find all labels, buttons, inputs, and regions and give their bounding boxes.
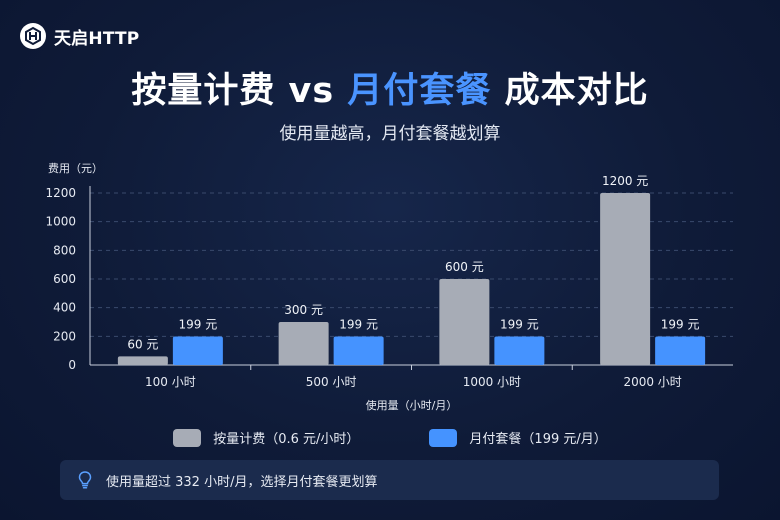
y-tick-label: 600	[53, 272, 76, 286]
y-tick-label: 1200	[45, 186, 76, 200]
y-tick-label: 800	[53, 243, 76, 257]
title-accent: 月付套餐	[347, 71, 492, 111]
chart-legend: 按量计费（0.6 元/小时） 月付套餐（199 元/月）	[0, 428, 780, 447]
y-axis-label: 费用（元）	[48, 162, 103, 175]
bar-pay-as-you-go	[600, 193, 651, 365]
bar-pay-as-you-go	[117, 356, 168, 365]
bar-monthly	[655, 336, 706, 365]
data-label: 300 元	[284, 303, 323, 317]
x-axis-label: 使用量（小时/月）	[366, 399, 458, 412]
lightbulb-icon	[76, 470, 94, 490]
tip-text: 使用量超过 332 小时/月，选择月付套餐更划算	[106, 474, 378, 490]
legend-swatch-monthly	[429, 428, 458, 447]
legend-item-pay-as-you-go: 按量计费（0.6 元/小时）	[173, 428, 359, 447]
page-title: 按量计费 vs 月付套餐 成本对比	[0, 62, 780, 113]
bar-pay-as-you-go	[439, 279, 490, 365]
data-label: 199 元	[661, 317, 700, 331]
brand-name: 天启HTTP	[54, 28, 140, 49]
y-tick-label: 1000	[45, 215, 76, 229]
legend-label-pay-as-you-go: 按量计费（0.6 元/小时）	[213, 432, 360, 447]
y-tick-label: 0	[68, 358, 76, 372]
data-label: 199 元	[179, 317, 218, 331]
legend-item-monthly: 月付套餐（199 元/月）	[429, 428, 607, 447]
tip-banner: 使用量超过 332 小时/月，选择月付套餐更划算	[60, 460, 719, 500]
hex-logo-icon	[20, 23, 46, 49]
data-label: 199 元	[339, 317, 378, 331]
y-tick-label: 200	[53, 329, 76, 343]
x-tick-label: 1000 小时	[463, 375, 521, 389]
title-part-1: 按量计费 vs	[131, 71, 348, 111]
data-label: 1200 元	[602, 174, 648, 188]
bar-monthly	[494, 336, 545, 365]
title-part-2: 成本对比	[491, 71, 649, 111]
brand-logo: 天启HTTP	[20, 22, 139, 50]
x-tick-label: 500 小时	[306, 375, 357, 389]
data-label: 60 元	[127, 337, 158, 351]
data-label: 199 元	[500, 317, 539, 331]
data-label: 600 元	[445, 260, 484, 274]
legend-label-monthly: 月付套餐（199 元/月）	[469, 432, 607, 447]
x-tick-label: 2000 小时	[623, 375, 681, 389]
bar-monthly	[333, 336, 384, 365]
legend-swatch-pay-as-you-go	[173, 428, 202, 447]
page-subtitle: 使用量越高，月付套餐越划算	[279, 124, 501, 144]
bar-pay-as-you-go	[278, 322, 329, 365]
bar-monthly	[172, 336, 223, 365]
x-tick-label: 100 小时	[145, 375, 196, 389]
y-tick-label: 400	[53, 301, 76, 315]
